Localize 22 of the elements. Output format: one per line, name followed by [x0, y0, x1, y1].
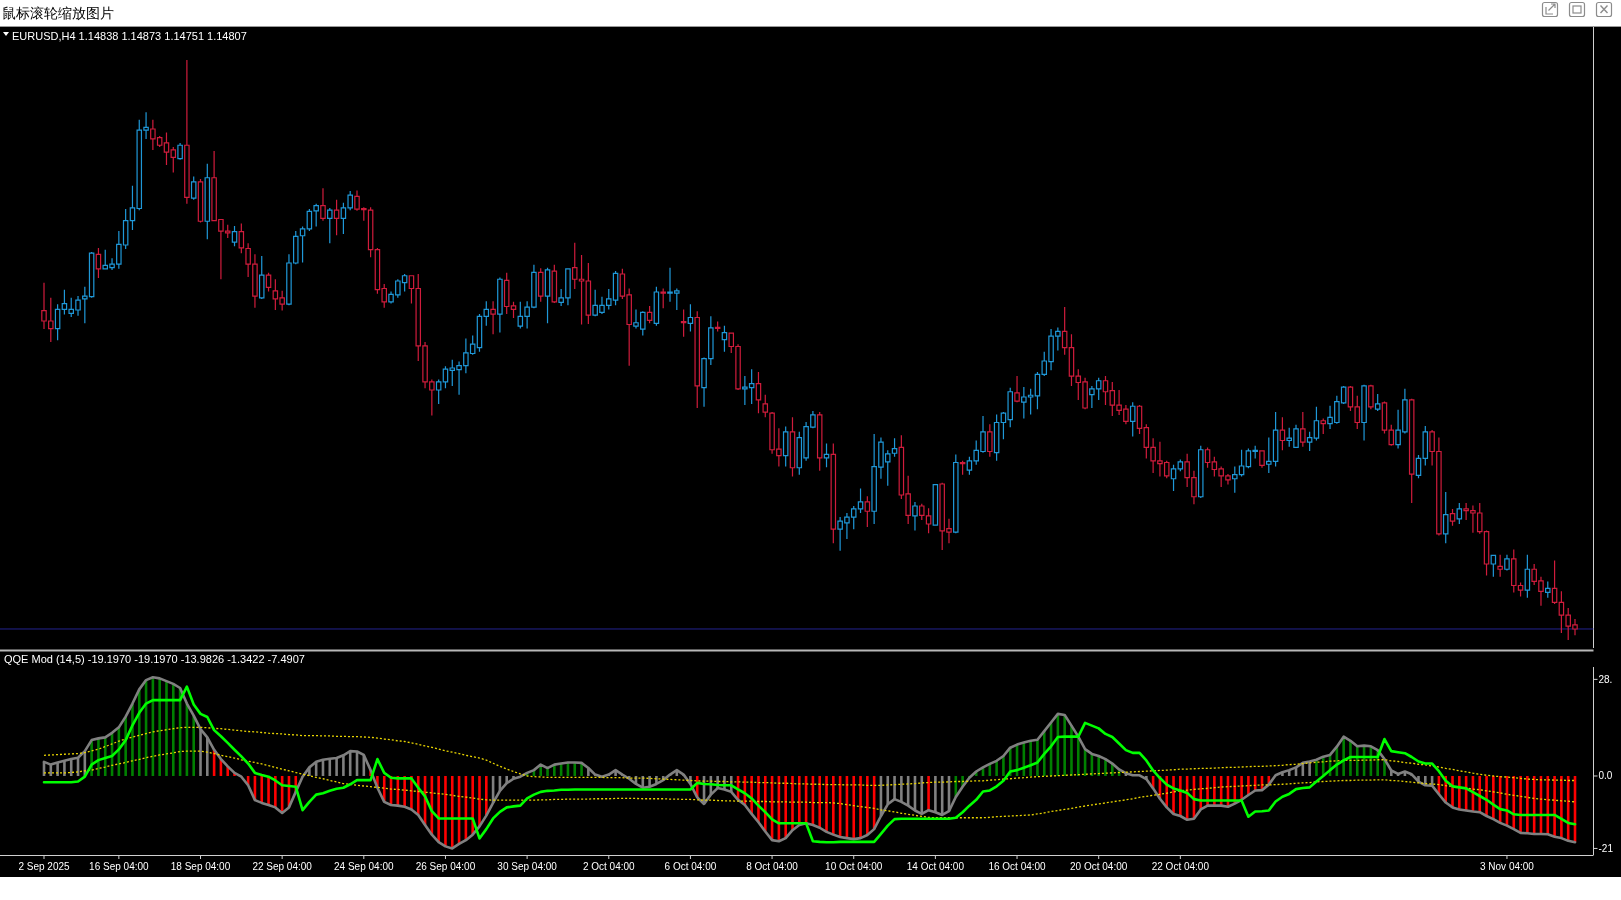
x-tick-label: 26 Sep 04:00	[415, 861, 476, 872]
chart-title: QQE Mod (14,5) -19.1970 -19.1970 -13.9826 -1.3422 -7.4907	[4, 653, 305, 665]
x-tick-label: 2 Oct 04:00	[582, 861, 636, 872]
x-tick-label: 2 Sep 2025	[18, 861, 71, 872]
x-tick-label: 6 Oct 04:00	[664, 861, 717, 872]
x-tick-label: 18 Sep 04:00	[170, 861, 231, 872]
x-tick-label: 8 Oct 04:00	[746, 861, 799, 872]
y-tick-label: -21	[1598, 842, 1614, 854]
x-tick-label: 16 Oct 04:00	[988, 861, 1047, 872]
x-tick-label: 16 Sep 04:00	[89, 861, 150, 872]
y-tick-label: 28.	[1598, 673, 1613, 685]
x-tick-label: 22 Oct 04:00	[1151, 861, 1210, 872]
x-tick-label: 20 Oct 04:00	[1070, 861, 1128, 872]
x-tick-label: 30 Sep 04:00	[497, 861, 558, 872]
x-tick-label: 10 Oct 04:00	[825, 861, 883, 872]
chart-title: EURUSD,H4 1.14838 1.14873 1.14751 1.14807	[12, 30, 247, 42]
x-tick-label: 14 Oct 04:00	[906, 861, 965, 872]
x-tick-label: 22 Sep 04:00	[252, 861, 313, 872]
text: 鼠标滚轮缩放图片	[2, 5, 114, 21]
x-tick-label: 3 Nov 04:00	[1479, 861, 1535, 872]
y-tick-label: 0.0	[1598, 770, 1613, 782]
x-tick-label: 24 Sep 04:00	[334, 861, 394, 872]
